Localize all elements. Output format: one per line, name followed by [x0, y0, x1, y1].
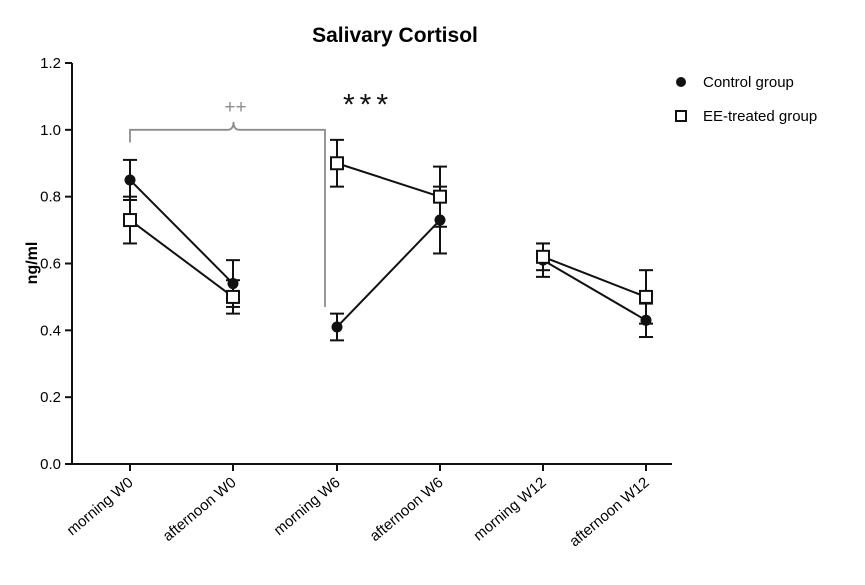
legend-label: Control group [703, 74, 794, 91]
y-tick-label: 0.6 [40, 256, 61, 273]
legend-marker [676, 77, 686, 87]
series-line [129, 219, 234, 298]
x-tick-label: afternoon W6 [367, 474, 447, 545]
x-tick-label: morning W6 [271, 474, 344, 539]
data-point [536, 249, 550, 264]
y-tick-label: 0.8 [40, 189, 61, 206]
annotations: ++ *** [129, 88, 393, 307]
significance-label: ++ [224, 97, 246, 118]
series-line [542, 255, 647, 298]
x-tick-label: morning W0 [64, 474, 137, 539]
x-tick-label: afternoon W0 [160, 474, 240, 545]
data-point [330, 156, 344, 171]
chart-title: Salivary Cortisol [312, 24, 478, 47]
data-point [226, 289, 240, 304]
y-tick-label: 0.0 [40, 456, 61, 473]
series-line [336, 219, 441, 328]
legend: Control group EE-treated group [675, 74, 817, 125]
x-tick-label: afternoon W12 [566, 474, 652, 550]
series-line [336, 162, 441, 198]
data-point [124, 174, 136, 186]
y-tick-label: 1.2 [40, 55, 61, 72]
data-point [639, 289, 653, 304]
legend-label: EE-treated group [703, 108, 817, 125]
y-tick-label: 0.4 [40, 322, 61, 339]
series-ee-treated [123, 138, 653, 325]
data-point [123, 213, 137, 228]
x-tick-label: morning W12 [470, 474, 549, 544]
data-point [331, 321, 343, 333]
y-axis-label: ng/ml [24, 242, 41, 285]
data-point [433, 189, 447, 204]
significance-stars: *** [343, 88, 393, 121]
series-line [129, 179, 234, 285]
y-tick-label: 0.2 [40, 389, 61, 406]
series-control [123, 158, 653, 342]
y-tick-label: 1.0 [40, 122, 61, 139]
series-layer [123, 138, 653, 342]
series-line [542, 259, 647, 322]
legend-marker [675, 110, 687, 122]
